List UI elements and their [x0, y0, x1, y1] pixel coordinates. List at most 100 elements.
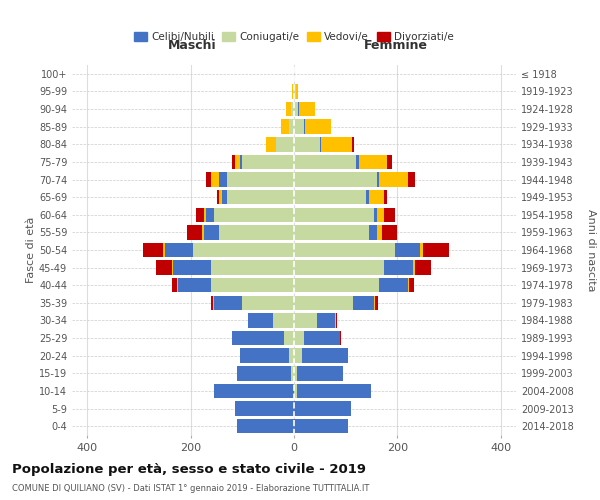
Bar	[173, 260, 211, 275]
Bar	[242, 296, 294, 310]
Bar	[289, 348, 294, 363]
Bar	[374, 296, 375, 310]
Bar	[375, 296, 377, 310]
Bar	[237, 366, 292, 380]
Bar	[235, 154, 240, 169]
Bar	[172, 278, 177, 292]
Bar	[366, 190, 369, 204]
Bar	[321, 137, 352, 152]
Y-axis label: Anni di nascita: Anni di nascita	[586, 209, 596, 291]
Bar	[240, 154, 242, 169]
Bar	[302, 348, 348, 363]
Bar	[206, 172, 211, 186]
Bar	[335, 314, 337, 328]
Bar	[143, 243, 163, 257]
Bar	[377, 225, 382, 240]
Bar	[294, 84, 296, 98]
Bar	[294, 102, 298, 117]
Bar	[296, 384, 371, 398]
Bar	[294, 419, 348, 434]
Bar	[294, 260, 385, 275]
Bar	[385, 260, 413, 275]
Bar	[294, 314, 317, 328]
Bar	[294, 172, 377, 186]
Bar	[211, 260, 294, 275]
Y-axis label: Fasce di età: Fasce di età	[26, 217, 36, 283]
Bar	[359, 154, 387, 169]
Bar	[178, 278, 211, 292]
Bar	[193, 243, 294, 257]
Bar	[165, 243, 193, 257]
Bar	[305, 120, 331, 134]
Bar	[217, 190, 219, 204]
Bar	[423, 243, 449, 257]
Bar	[407, 278, 409, 292]
Bar	[172, 260, 173, 275]
Bar	[379, 172, 407, 186]
Bar	[294, 243, 395, 257]
Bar	[293, 84, 294, 98]
Bar	[211, 296, 214, 310]
Bar	[232, 331, 284, 345]
Bar	[286, 102, 292, 117]
Bar	[379, 278, 407, 292]
Bar	[289, 120, 294, 134]
Bar	[304, 331, 340, 345]
Bar	[248, 314, 274, 328]
Bar	[177, 278, 178, 292]
Bar	[304, 120, 305, 134]
Bar	[296, 84, 298, 98]
Text: Maschi: Maschi	[167, 39, 216, 52]
Bar	[211, 172, 219, 186]
Bar	[296, 366, 343, 380]
Bar	[219, 190, 222, 204]
Bar	[369, 190, 385, 204]
Bar	[299, 102, 314, 117]
Bar	[385, 190, 387, 204]
Bar	[281, 120, 289, 134]
Bar	[240, 348, 289, 363]
Bar	[294, 225, 369, 240]
Bar	[235, 402, 294, 416]
Bar	[206, 208, 214, 222]
Bar	[374, 208, 377, 222]
Bar	[232, 154, 235, 169]
Bar	[407, 172, 415, 186]
Bar	[413, 260, 415, 275]
Bar	[294, 366, 296, 380]
Bar	[294, 402, 351, 416]
Bar	[214, 384, 294, 398]
Bar	[317, 314, 335, 328]
Bar	[196, 208, 203, 222]
Bar	[214, 296, 242, 310]
Bar	[214, 208, 294, 222]
Bar	[382, 225, 397, 240]
Bar	[421, 243, 423, 257]
Bar	[369, 225, 377, 240]
Bar	[211, 278, 294, 292]
Bar	[202, 225, 203, 240]
Bar	[274, 314, 294, 328]
Bar	[294, 296, 353, 310]
Bar	[266, 137, 276, 152]
Bar	[163, 243, 165, 257]
Text: COMUNE DI QUILIANO (SV) - Dati ISTAT 1° gennaio 2019 - Elaborazione TUTTITALIA.I: COMUNE DI QUILIANO (SV) - Dati ISTAT 1° …	[12, 484, 370, 493]
Text: Femmine: Femmine	[364, 39, 428, 52]
Text: Popolazione per età, sesso e stato civile - 2019: Popolazione per età, sesso e stato civil…	[12, 462, 366, 475]
Bar	[187, 225, 202, 240]
Bar	[377, 208, 385, 222]
Bar	[227, 172, 294, 186]
Bar	[227, 190, 294, 204]
Bar	[294, 384, 296, 398]
Bar	[387, 154, 392, 169]
Bar	[219, 172, 227, 186]
Bar	[222, 190, 227, 204]
Bar	[292, 102, 294, 117]
Bar	[385, 208, 395, 222]
Bar	[294, 120, 304, 134]
Bar	[294, 154, 356, 169]
Bar	[409, 278, 414, 292]
Bar	[352, 137, 355, 152]
Bar	[203, 208, 206, 222]
Bar	[294, 190, 366, 204]
